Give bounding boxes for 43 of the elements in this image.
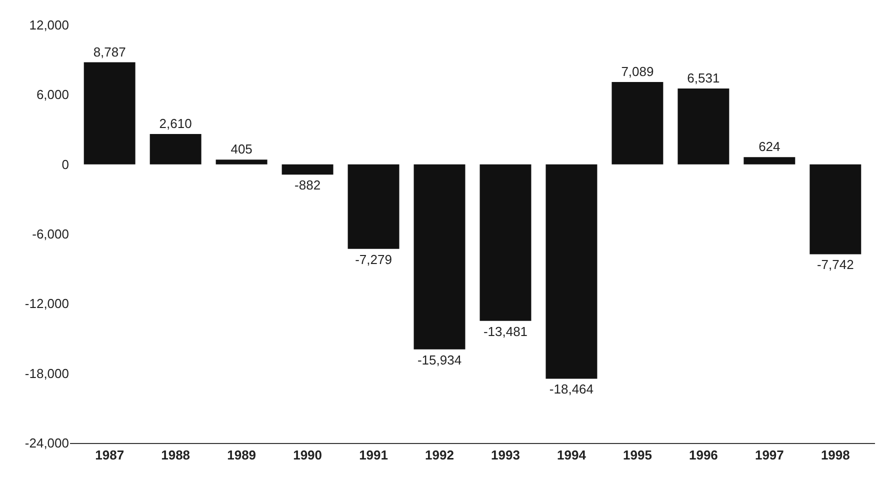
data-label: -18,464 (549, 382, 594, 397)
x-tick-label: 1990 (293, 448, 322, 463)
data-label: -15,934 (417, 352, 462, 368)
data-label: -13,481 (483, 324, 528, 339)
bar (282, 164, 334, 175)
x-tick-label: 1992 (425, 448, 454, 463)
data-label: 6,531 (687, 70, 720, 86)
y-tick-label: -12,000 (24, 296, 69, 312)
y-tick-label: -24,000 (24, 436, 69, 451)
data-label: 405 (230, 142, 252, 157)
x-tick-label: 1998 (820, 448, 850, 463)
bar (612, 82, 664, 164)
x-tick-label: 1989 (227, 448, 256, 463)
bar (414, 164, 466, 350)
x-tick-label: 1991 (359, 448, 388, 463)
y-tick-label: 12,000 (29, 18, 69, 33)
x-tick-label: 1996 (688, 448, 718, 463)
bar (744, 157, 796, 164)
data-label: -7,742 (816, 257, 854, 272)
data-label: 624 (758, 139, 780, 154)
x-tick-label: 1987 (95, 448, 124, 463)
bar (480, 164, 532, 321)
data-label: 2,610 (159, 116, 192, 132)
data-label: 7,089 (621, 64, 654, 80)
x-tick-label: 1995 (623, 448, 652, 463)
y-tick-label: 6,000 (36, 87, 69, 102)
x-tick-label: 1997 (754, 448, 784, 463)
bar (84, 62, 136, 164)
bar (150, 134, 202, 164)
bar (216, 160, 268, 164)
data-label: -7,279 (355, 252, 392, 267)
x-tick-label: 1994 (557, 448, 587, 463)
bar (348, 164, 400, 249)
y-tick-label: -18,000 (24, 366, 69, 381)
y-tick-label: -6,000 (32, 226, 69, 242)
data-label: -882 (294, 178, 321, 193)
bar (546, 164, 598, 379)
y-tick-label: 0 (62, 156, 69, 172)
bar (678, 88, 730, 164)
bar (810, 164, 862, 254)
x-tick-label: 1993 (491, 448, 520, 463)
data-label: 8,787 (93, 44, 126, 60)
x-tick-label: 1988 (161, 448, 190, 463)
